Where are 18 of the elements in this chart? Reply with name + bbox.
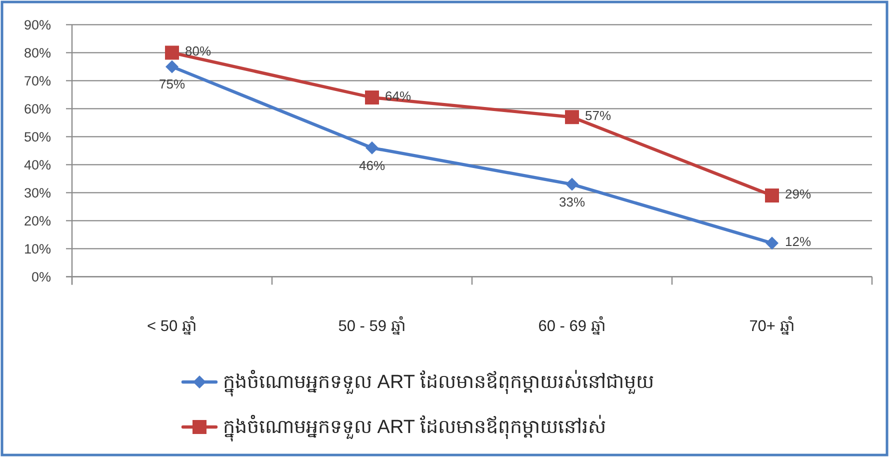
y-tick-label: 20% (24, 214, 51, 229)
data-label: 12% (785, 234, 812, 250)
y-tick-label: 30% (24, 186, 51, 201)
y-tick-label: 60% (24, 102, 51, 117)
x-tick-label: 50 - 59 ឆ្នាំ (338, 318, 406, 335)
y-tick-label: 50% (24, 130, 51, 145)
y-tick-label: 80% (24, 46, 51, 61)
x-tick-label: 70+ ឆ្នាំ (749, 318, 795, 335)
data-label: 33% (558, 194, 586, 210)
x-tick-label: < 50 ឆ្នាំ (147, 318, 197, 335)
y-tick-label: 0% (31, 270, 51, 285)
x-tick-label: 60 - 69 ឆ្នាំ (538, 318, 606, 335)
y-tick-label: 40% (24, 158, 51, 173)
y-tick-label: 10% (24, 242, 51, 257)
data-label: 57% (585, 108, 612, 124)
y-tick-label: 90% (24, 18, 51, 33)
data-label: 75% (158, 76, 186, 92)
y-tick-label: 70% (24, 74, 51, 89)
